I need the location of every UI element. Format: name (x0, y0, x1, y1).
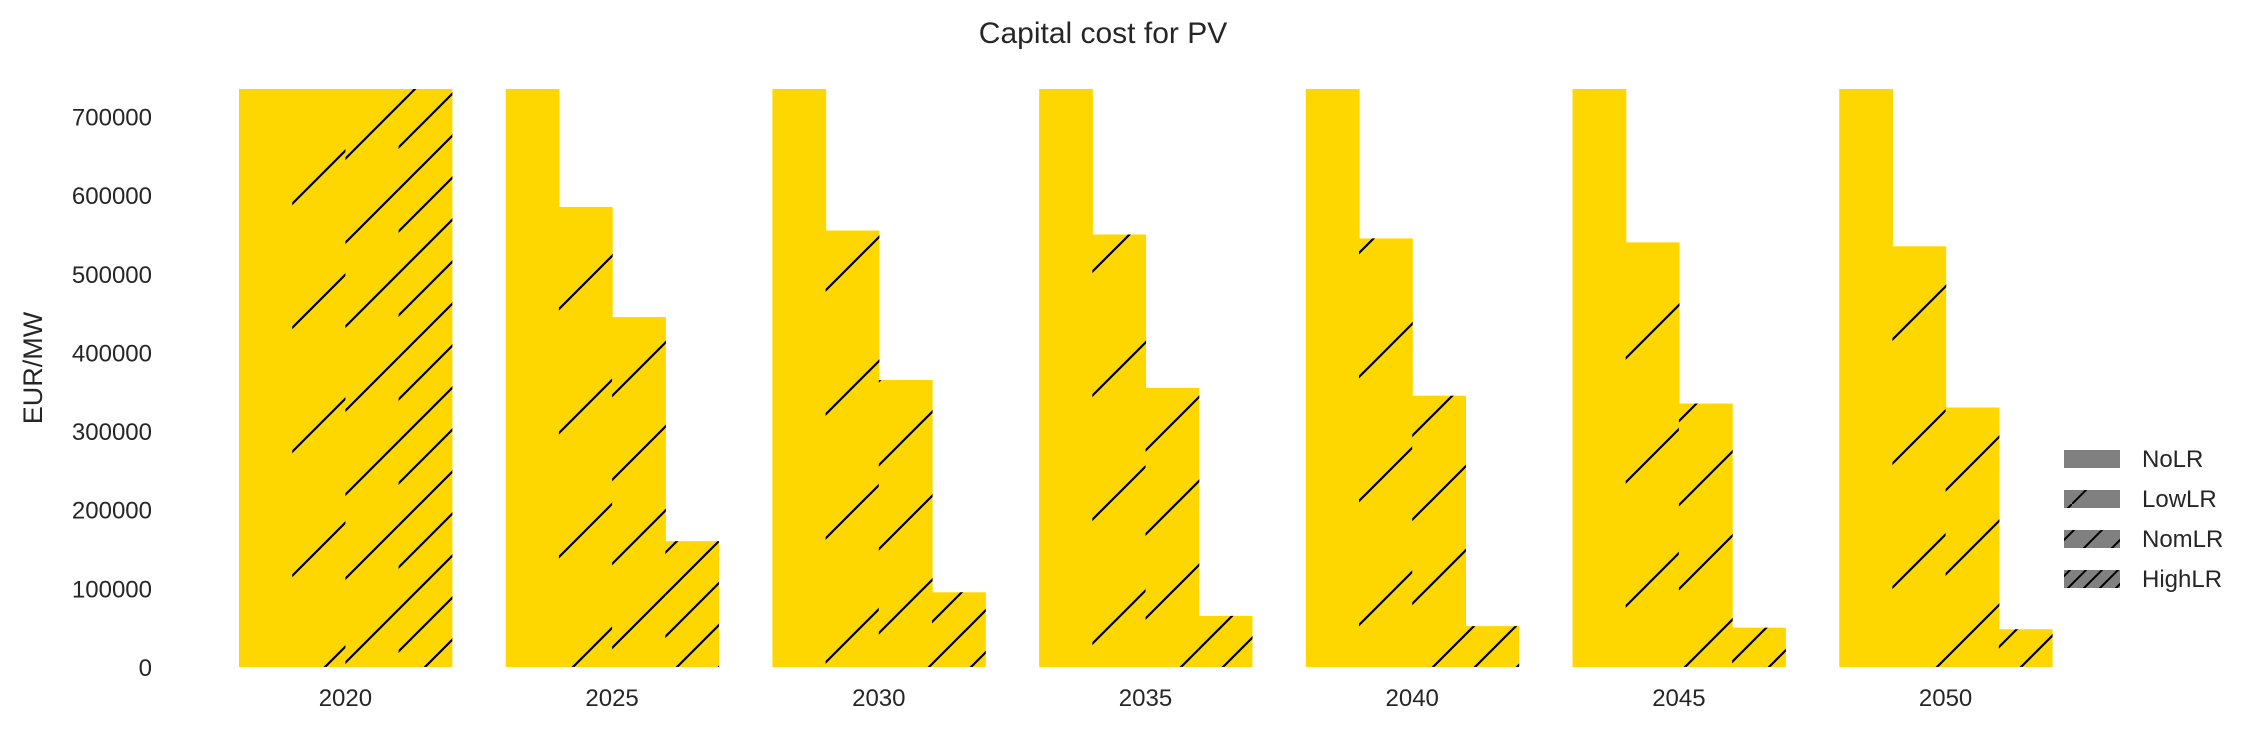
bar-hatch-LowLR-2040 (1359, 238, 1413, 667)
bar-hatch-HighLR-2045 (1732, 627, 1786, 667)
bar-hatch-LowLR-2025 (558, 206, 613, 668)
bar-hatch-NomLR-2040 (1412, 395, 1466, 667)
legend-hatch-HighLR (2064, 570, 2120, 588)
bar-hatch-LowLR-2035 (1092, 234, 1147, 668)
x-tick-label: 2040 (1386, 685, 1439, 712)
bar-NoLR-2040 (1305, 89, 1360, 667)
y-tick-label: 300000 (72, 419, 152, 446)
bar-hatch-HighLR-2050 (1998, 629, 2053, 667)
bar-NoLR-2045 (1572, 89, 1627, 667)
bar-hatch-HighLR-2030 (932, 592, 986, 667)
y-tick-label: 200000 (72, 498, 152, 525)
x-tick-label: 2020 (319, 685, 372, 712)
y-tick-label: 0 (139, 655, 152, 682)
bar-hatch-LowLR-2020 (292, 89, 346, 667)
legend-label: NomLR (2142, 526, 2223, 553)
y-tick-label: 500000 (72, 262, 152, 289)
y-axis-label: EUR/MW (18, 311, 48, 424)
x-axis-ticks: 2020 2025 2030 2035 2040 2045 2050 (319, 685, 1973, 712)
bar-NoLR-2050 (1839, 89, 1893, 667)
bar-hatch-NomLR-2030 (878, 379, 933, 667)
legend-label: NoLR (2142, 446, 2203, 473)
y-tick-label: 600000 (72, 183, 152, 210)
bar-hatch-LowLR-2050 (1892, 246, 1947, 667)
y-tick-label: 700000 (72, 105, 152, 132)
legend: NoLR LowLR NomLR HighLR (2064, 446, 2223, 593)
bar-hatch-LowLR-2030 (825, 230, 880, 667)
legend-label: HighLR (2142, 566, 2222, 593)
legend-hatch-NomLR (2064, 530, 2120, 548)
bar-hatch-NomLR-2050 (1945, 407, 2000, 667)
x-tick-label: 2045 (1652, 685, 1705, 712)
bar-hatch-HighLR-2040 (1465, 626, 1520, 667)
bar-hatch-NomLR-2045 (1678, 403, 1733, 667)
bar-hatch-HighLR-2025 (665, 541, 720, 667)
bar-hatch-HighLR-2035 (1198, 615, 1253, 667)
bar-hatch-NomLR-2020 (345, 89, 400, 667)
y-tick-label: 100000 (72, 576, 152, 603)
y-axis-ticks: 0 100000 200000 300000 400000 500000 600000 700… (72, 105, 152, 682)
bar-NoLR-2030 (772, 89, 827, 667)
chart-title: Capital cost for PV (979, 17, 1227, 50)
bar-NoLR-2035 (1039, 89, 1093, 667)
x-tick-label: 2050 (1919, 685, 1972, 712)
bar-series (239, 89, 2053, 668)
x-tick-label: 2025 (585, 685, 638, 712)
legend-hatch-LowLR (2064, 490, 2120, 508)
bar-hatch-NomLR-2035 (1145, 387, 1200, 667)
x-tick-label: 2030 (852, 685, 905, 712)
x-tick-label: 2035 (1119, 685, 1172, 712)
bar-NoLR-2020 (239, 89, 293, 667)
y-tick-label: 400000 (72, 340, 152, 367)
bar-hatch-LowLR-2045 (1625, 242, 1680, 668)
bar-hatch-HighLR-2020 (398, 89, 453, 667)
legend-swatch-NoLR (2064, 450, 2120, 468)
bar-NoLR-2025 (505, 89, 560, 667)
bar-hatch-NomLR-2025 (612, 317, 666, 667)
legend-label: LowLR (2142, 486, 2217, 513)
